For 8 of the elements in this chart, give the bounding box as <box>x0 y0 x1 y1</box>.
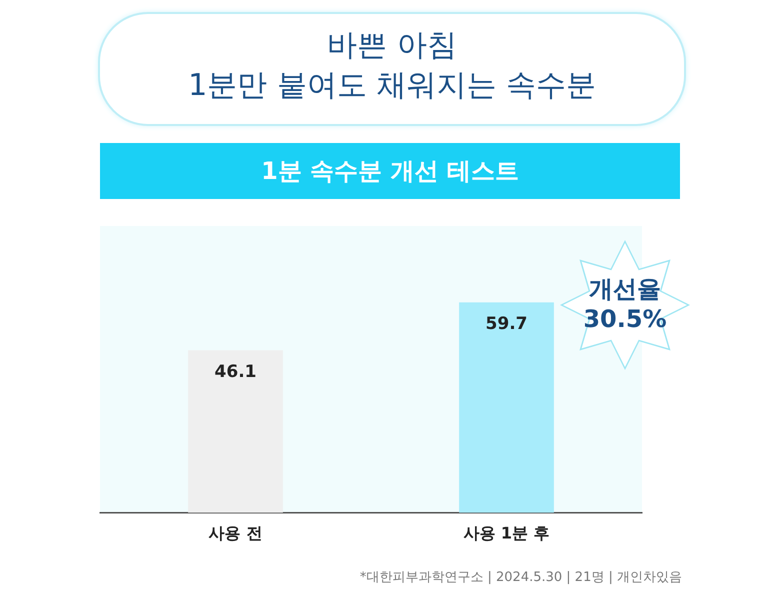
annotation: 개선율 30.5% <box>582 274 668 334</box>
text: *대한피부과학연구소 | 2024.5.30 | 21명 | 개인차있음 <box>360 569 682 586</box>
x-tick-label: 사용 1분 후 <box>463 524 550 543</box>
x-tick-label: 사용 전 <box>208 524 262 543</box>
data-label: 59.7 <box>486 314 528 334</box>
chart-title: 바쁜 아침 1분만 붙여도 채워지는 속수분 <box>187 27 597 105</box>
data-label: 46.1 <box>214 362 256 382</box>
chart-subtitle: 1분 속수분 개선 테스트 <box>100 143 680 199</box>
